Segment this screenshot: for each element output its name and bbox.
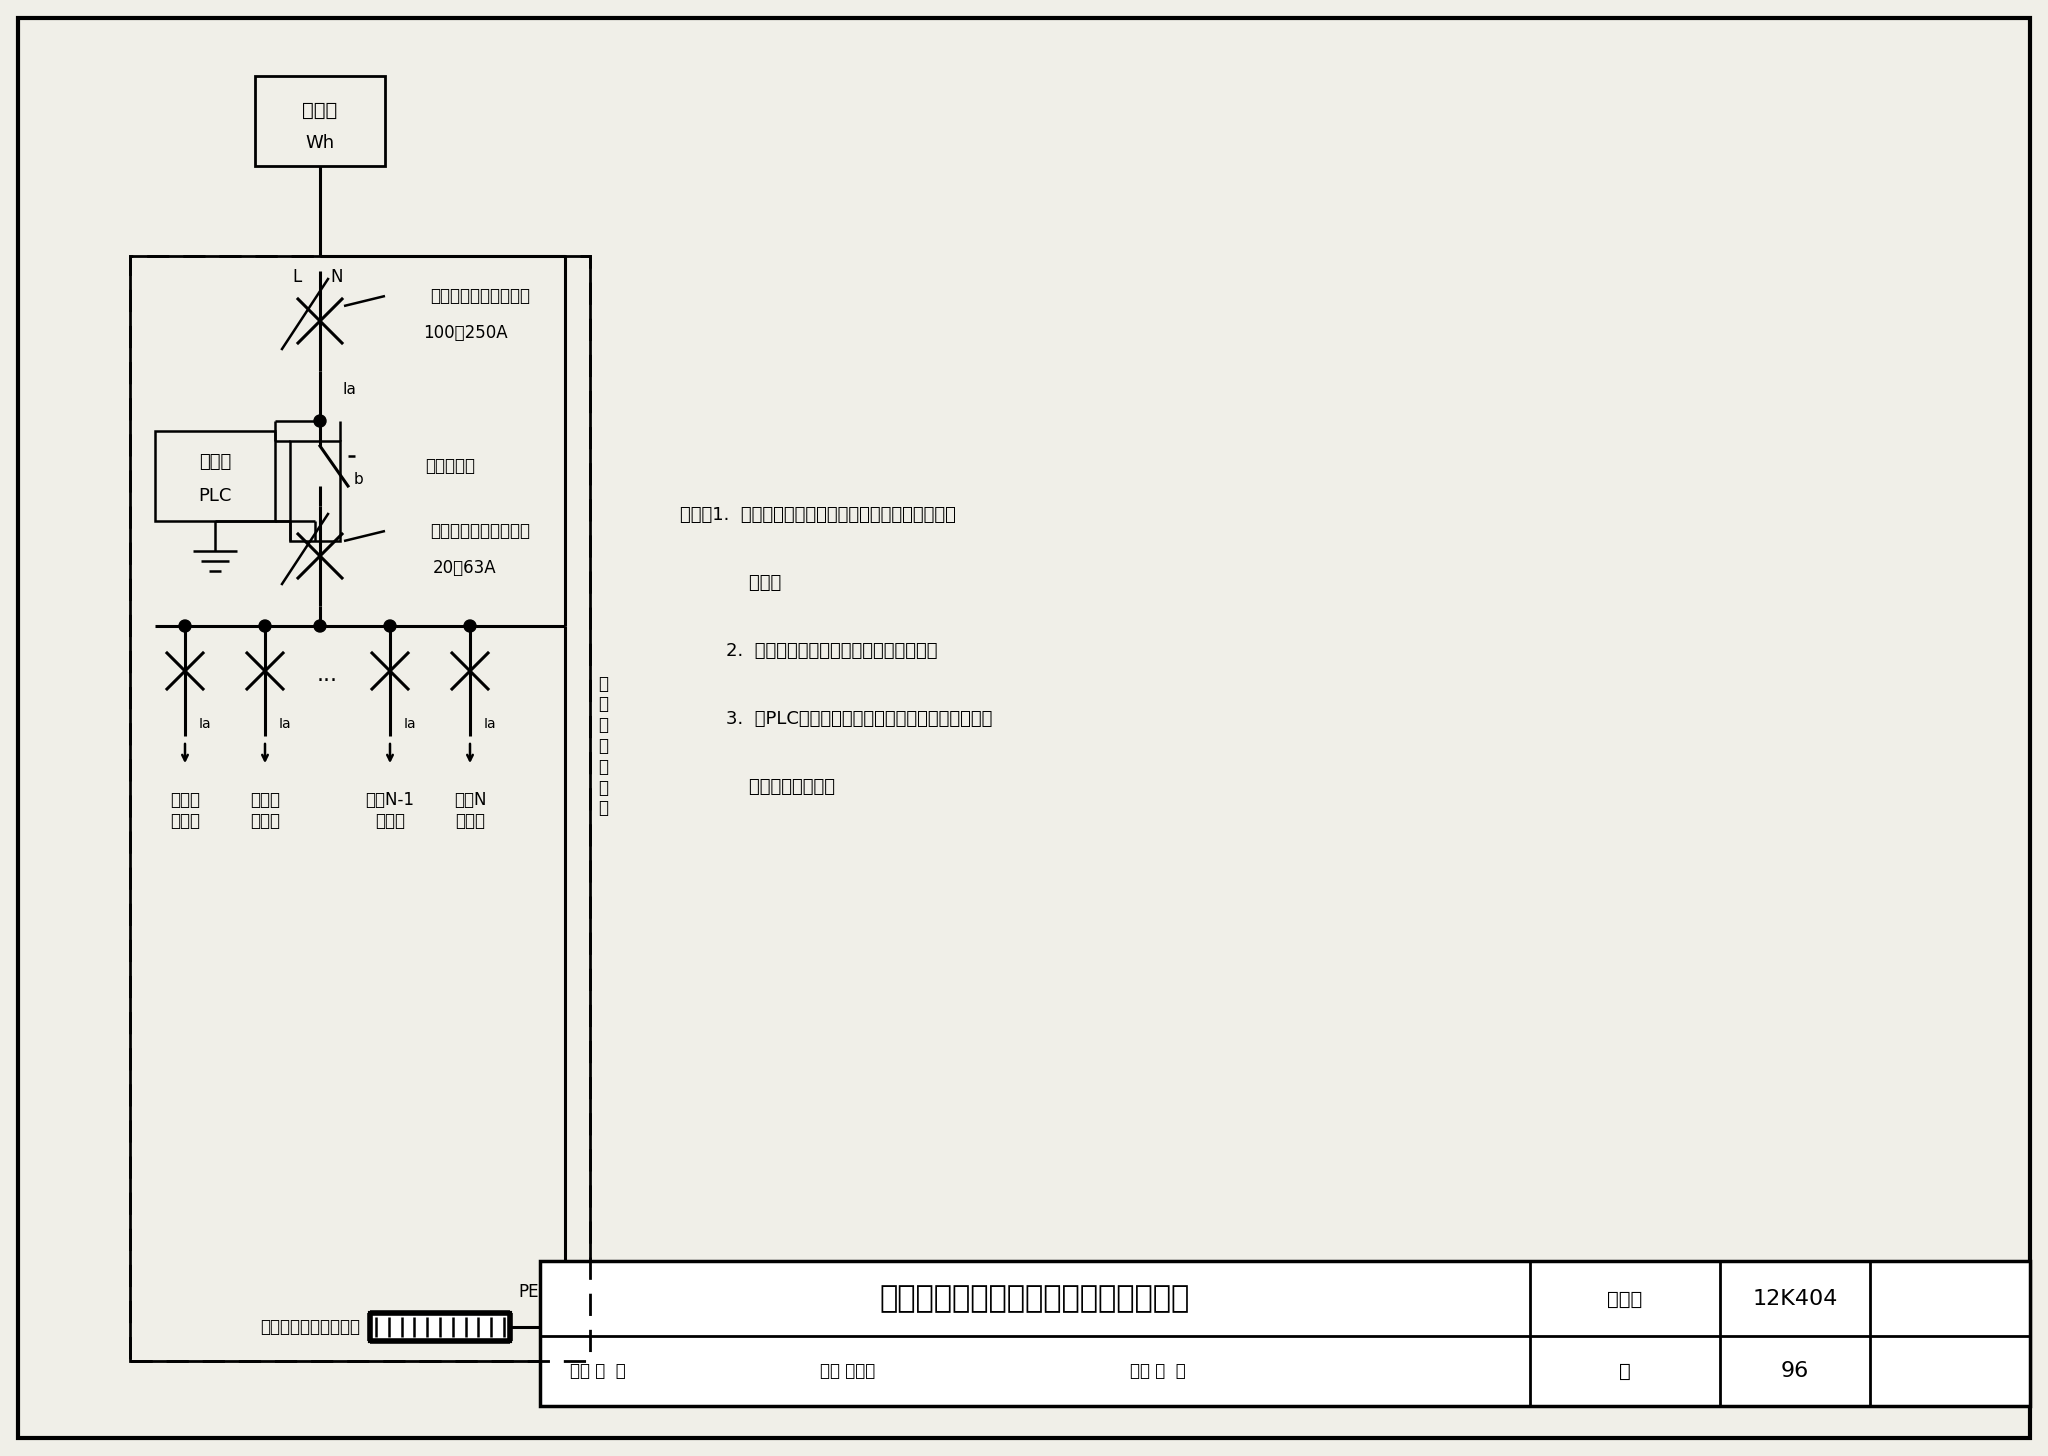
- Bar: [129, 256, 590, 1361]
- Text: b: b: [354, 472, 365, 486]
- Bar: [371, 1313, 510, 1341]
- Text: Iа: Iа: [483, 716, 496, 731]
- Bar: [129, 256, 590, 1361]
- Text: 反时限过流保护断路器: 反时限过流保护断路器: [430, 523, 530, 540]
- Text: 3.  将PLC定时器换成钥匙集控箱中的常开触头即可: 3. 将PLC定时器换成钥匙集控箱中的常开触头即可: [680, 711, 993, 728]
- Bar: [156, 431, 274, 521]
- Text: 加热电缆接地线汇流排: 加热电缆接地线汇流排: [260, 1318, 360, 1337]
- Bar: [541, 1261, 2030, 1406]
- Text: 96: 96: [1782, 1361, 1808, 1380]
- Text: 区域N
电地暖: 区域N 电地暖: [455, 791, 485, 830]
- Text: 来
自
低
压
配
电
箱: 来 自 低 压 配 电 箱: [598, 674, 608, 817]
- Text: 2.  家庭的定时控制由可编程温控器实现。: 2. 家庭的定时控制由可编程温控器实现。: [680, 642, 938, 660]
- Text: 交流接触器: 交流接触器: [426, 457, 475, 475]
- Text: PLC: PLC: [199, 486, 231, 505]
- Text: 20～63A: 20～63A: [434, 559, 498, 577]
- Text: 审核 张  青: 审核 张 青: [569, 1361, 627, 1380]
- Text: L: L: [293, 268, 301, 285]
- Text: 12K404: 12K404: [1753, 1289, 1837, 1309]
- Circle shape: [178, 620, 190, 632]
- Text: Iа: Iа: [342, 381, 356, 396]
- Text: N: N: [330, 268, 342, 285]
- Bar: [291, 441, 340, 542]
- Circle shape: [313, 620, 326, 632]
- Circle shape: [465, 620, 475, 632]
- Text: ···: ···: [317, 671, 338, 692]
- Text: 区域N-1
电地暖: 区域N-1 电地暖: [365, 791, 414, 830]
- Text: 电度表: 电度表: [303, 100, 338, 119]
- Text: 页: 页: [1620, 1361, 1630, 1380]
- Text: 设计 刘  辉: 设计 刘 辉: [1130, 1361, 1186, 1380]
- Text: 区域一
电地暖: 区域一 电地暖: [170, 791, 201, 830]
- Text: PE: PE: [518, 1283, 539, 1302]
- Circle shape: [313, 415, 326, 427]
- Text: 说明：1.  此图适用于办公楼、学校、商场等电地暖集中: 说明：1. 此图适用于办公楼、学校、商场等电地暖集中: [680, 507, 956, 524]
- Text: 反时限过流保护断路器: 反时限过流保护断路器: [430, 287, 530, 304]
- Text: 区域二
电地暖: 区域二 电地暖: [250, 791, 281, 830]
- Circle shape: [385, 620, 395, 632]
- Text: 校对 刘国选: 校对 刘国选: [819, 1361, 874, 1380]
- Text: Iа: Iа: [199, 716, 211, 731]
- Text: Wh: Wh: [305, 134, 334, 153]
- Bar: [256, 76, 385, 166]
- Circle shape: [258, 620, 270, 632]
- Text: 100～250A: 100～250A: [422, 325, 508, 342]
- Text: 定时或钥匙卡控制加热电缆地暖供电图: 定时或钥匙卡控制加热电缆地暖供电图: [881, 1284, 1190, 1313]
- Text: Iа: Iа: [403, 716, 416, 731]
- Text: 实现钥匙卡控制。: 实现钥匙卡控制。: [680, 778, 836, 796]
- Text: 定时器: 定时器: [199, 453, 231, 472]
- Text: Iа: Iа: [279, 716, 291, 731]
- Text: 图集号: 图集号: [1608, 1290, 1642, 1309]
- Text: 控制。: 控制。: [680, 574, 780, 593]
